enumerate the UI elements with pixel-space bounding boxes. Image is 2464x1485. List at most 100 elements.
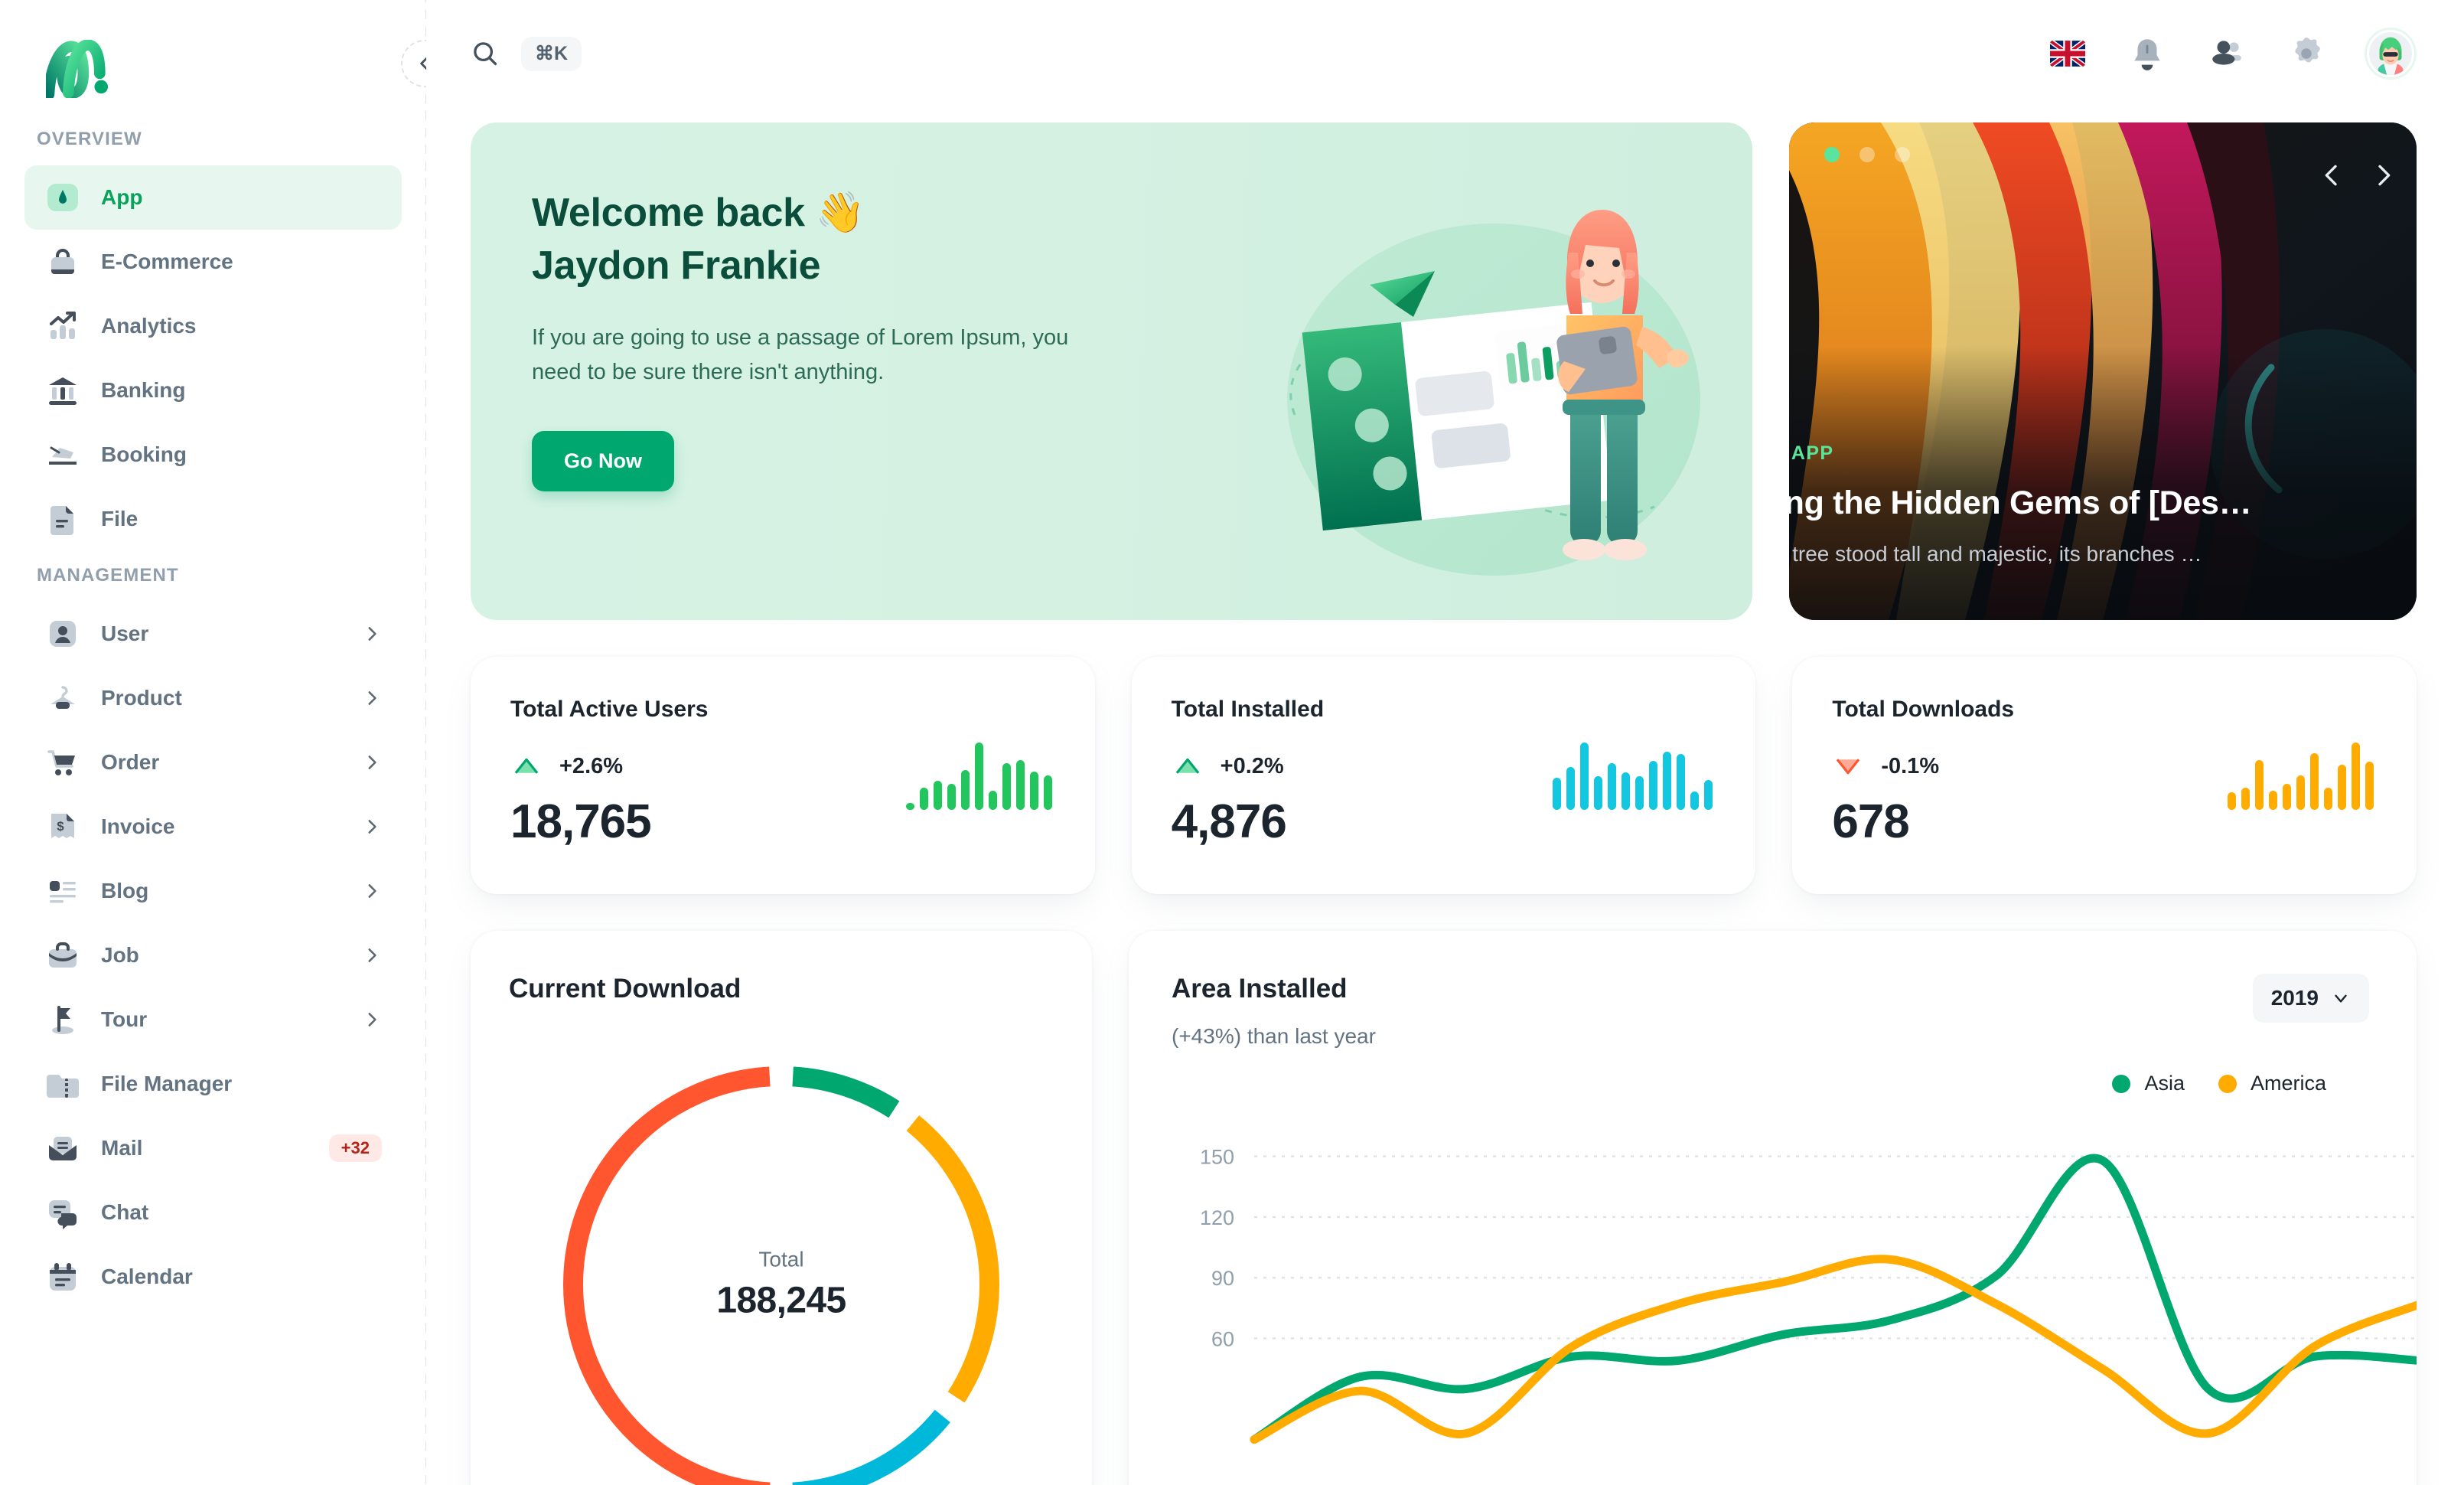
sparkline-bar: [2338, 765, 2347, 810]
settings-icon[interactable]: [2285, 32, 2328, 75]
stat-trend: +2.6%: [510, 750, 1052, 782]
bag-icon: [44, 243, 81, 280]
stat-percent: +2.6%: [559, 753, 624, 778]
topbar-actions: [2046, 28, 2417, 80]
sparkline-bar: [919, 787, 928, 810]
search-icon: [471, 39, 500, 68]
search-shortcut-badge: ⌘K: [521, 36, 582, 71]
y-axis-tick: 90: [1211, 1267, 1234, 1290]
legend-item-america[interactable]: America: [2218, 1072, 2326, 1095]
sidebar-item-mail[interactable]: Mail +32: [24, 1116, 402, 1180]
donut-slice[interactable]: [792, 1409, 950, 1485]
sparkline-bar: [2269, 791, 2278, 810]
sidebar-section-management-list: User Product Order $: [0, 602, 426, 1309]
analytics-icon: [44, 308, 81, 344]
carousel-dot-3[interactable]: [1895, 147, 1910, 162]
sparkline-bar: [1621, 772, 1631, 810]
stat-value: 18,765: [510, 795, 652, 848]
chevron-right-icon: [368, 884, 376, 898]
sparkline-bar: [2296, 775, 2306, 810]
sidebar-item-label: Tour: [101, 1007, 148, 1031]
welcome-heading: Welcome back 👋 Jaydon Frankie: [532, 187, 1175, 292]
legend-item-asia[interactable]: Asia: [2112, 1072, 2185, 1095]
carousel-dot-2[interactable]: [1859, 147, 1875, 162]
featured-app-card[interactable]: FEATURED APP Exploring the Hidden Gems o…: [1789, 122, 2417, 620]
chevron-right-icon: [368, 627, 376, 641]
sparkline-bar: [2365, 761, 2374, 810]
search-button[interactable]: ⌘K: [471, 36, 582, 71]
donut-slice[interactable]: [792, 1066, 900, 1118]
sparkline-bar: [2255, 759, 2264, 810]
stat-percent: -0.1%: [1881, 753, 1940, 778]
donut-chart: Total 188,245: [471, 1047, 1092, 1485]
bell-icon[interactable]: [2126, 32, 2169, 75]
sidebar-section-management-title: MANAGEMENT: [37, 565, 179, 586]
sparkline-bar: [1002, 763, 1011, 810]
stat-card-total-active-users: Total Active Users +2.6% 18,765: [471, 657, 1095, 894]
sidebar-item-order[interactable]: Order: [24, 730, 402, 795]
go-now-button[interactable]: Go Now: [532, 431, 674, 492]
line-chart-svg: 60 90 120 150: [1200, 1146, 2417, 1444]
donut-center-text: Total 188,245: [471, 1248, 1092, 1322]
y-axis-tick: 120: [1200, 1206, 1234, 1229]
sparkline-bar: [960, 770, 970, 810]
chevron-right-icon: [368, 756, 376, 769]
sparkline-bar: [988, 791, 997, 810]
sidebar-item-banking[interactable]: Banking: [24, 358, 402, 423]
briefcase-icon: [44, 937, 81, 974]
sparkline-bar: [1649, 761, 1658, 810]
sidebar-item-tour[interactable]: Tour: [24, 987, 402, 1052]
sidebar: OVERVIEW App E-Commerce Analytics: [0, 0, 426, 1485]
chevron-right-icon: [2378, 165, 2391, 186]
sidebar-item-calendar[interactable]: Calendar: [24, 1245, 402, 1309]
current-download-card: Current Download Total 188,245: [471, 931, 1092, 1485]
sidebar-item-chat[interactable]: Chat: [24, 1180, 402, 1245]
sidebar-item-product[interactable]: Product: [24, 666, 402, 730]
bank-icon: [44, 372, 81, 409]
sidebar-section-overview-list: App E-Commerce Analytics Banking: [0, 165, 426, 551]
sparkline-bar: [2310, 752, 2319, 810]
sidebar-item-label: Invoice: [101, 814, 175, 838]
mail-icon: [44, 1130, 81, 1167]
sidebar-item-user[interactable]: User: [24, 602, 402, 666]
carousel-next-button[interactable]: [2365, 156, 2403, 194]
carousel-dot-1[interactable]: [1824, 147, 1840, 162]
contacts-icon[interactable]: [2205, 32, 2248, 75]
donut-svg: [563, 1066, 999, 1485]
donut-slice[interactable]: [906, 1115, 999, 1403]
legend-dot-america: [2218, 1074, 2237, 1093]
sidebar-divider: [425, 0, 426, 1485]
stat-card-total-installed: Total Installed +0.2% 4,876: [1131, 657, 1756, 894]
sparkline-bar: [1043, 775, 1052, 810]
sparkline-bar: [1704, 779, 1713, 810]
sidebar-item-invoice[interactable]: $ Invoice: [24, 795, 402, 859]
sidebar-item-job[interactable]: Job: [24, 923, 402, 987]
sidebar-item-app[interactable]: App: [24, 165, 402, 230]
donut-total-label: Total: [758, 1247, 804, 1271]
sparkline-bar: [2228, 792, 2237, 810]
sidebar-item-blog[interactable]: Blog: [24, 859, 402, 923]
logo-icon: [46, 40, 109, 98]
dashboard-icon: [44, 179, 81, 216]
sidebar-item-file[interactable]: File: [24, 487, 402, 551]
chevron-right-icon: [368, 1013, 376, 1026]
trend-up-icon: [514, 758, 539, 774]
sparkline-bar: [1677, 753, 1686, 810]
featured-text-block: FEATURED APP Exploring the Hidden Gems o…: [1789, 442, 2417, 566]
sidebar-item-label: Blog: [101, 879, 149, 902]
carousel-prev-button[interactable]: [2312, 156, 2351, 194]
flag-uk-icon[interactable]: [2046, 32, 2089, 75]
avatar[interactable]: [2365, 28, 2417, 80]
brand-logo[interactable]: [0, 0, 426, 115]
sidebar-item-e-commerce[interactable]: E-Commerce: [24, 230, 402, 294]
stat-trend: -0.1%: [1832, 750, 2374, 782]
sidebar-item-booking[interactable]: Booking: [24, 423, 402, 487]
year-select[interactable]: 2019: [2252, 974, 2369, 1023]
welcome-greeting: Welcome back 👋: [532, 191, 865, 235]
stats-row: Total Active Users +2.6% 18,765 Total In…: [471, 657, 2417, 894]
donut-slice[interactable]: [563, 1066, 771, 1485]
sidebar-item-analytics[interactable]: Analytics: [24, 294, 402, 358]
sidebar-item-file-manager[interactable]: File Manager: [24, 1052, 402, 1116]
sparkline-chart: [2228, 741, 2374, 810]
